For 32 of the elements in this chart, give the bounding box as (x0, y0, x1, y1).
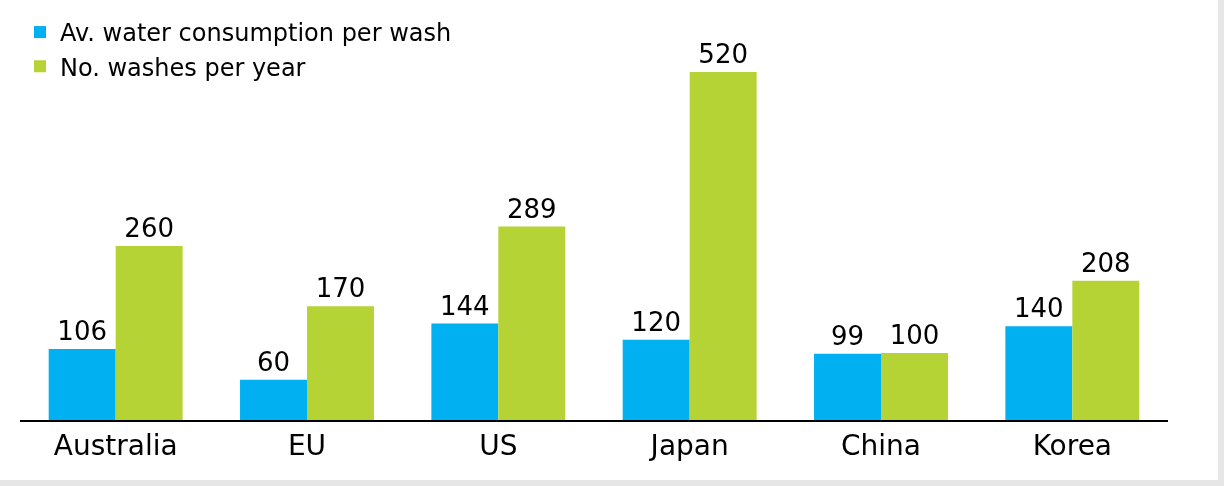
bar (1072, 280, 1140, 420)
legend-label: Av. water consumption per wash (60, 19, 452, 48)
data-label: 120 (631, 306, 682, 337)
bar (307, 306, 374, 420)
bar (48, 349, 116, 420)
data-label: 140 (1014, 293, 1064, 324)
data-label: 289 (506, 193, 557, 224)
bar (689, 71, 757, 420)
x-tick-label: EU (287, 429, 327, 463)
data-label: 100 (889, 320, 940, 351)
bar (431, 323, 499, 420)
bar (115, 245, 183, 420)
legend-label: No. washes per year (60, 53, 306, 82)
data-label: 208 (1080, 247, 1131, 278)
x-tick-label: Japan (648, 429, 729, 463)
data-label: 170 (315, 273, 366, 304)
data-label: 60 (256, 346, 291, 377)
x-tick-label: Korea (1032, 429, 1113, 463)
data-label: 144 (440, 290, 490, 321)
bar (881, 353, 948, 420)
data-label: 520 (698, 38, 748, 69)
bar (240, 379, 307, 420)
x-tick-label: Australia (53, 429, 178, 463)
bar (1005, 326, 1073, 420)
data-label: 106 (57, 316, 108, 347)
bar (622, 339, 690, 420)
data-label: 260 (124, 212, 174, 243)
x-tick-label: US (479, 429, 518, 463)
bar (814, 353, 881, 420)
bar (498, 226, 566, 420)
data-label: 99 (830, 320, 865, 351)
x-tick-label: China (841, 429, 921, 463)
